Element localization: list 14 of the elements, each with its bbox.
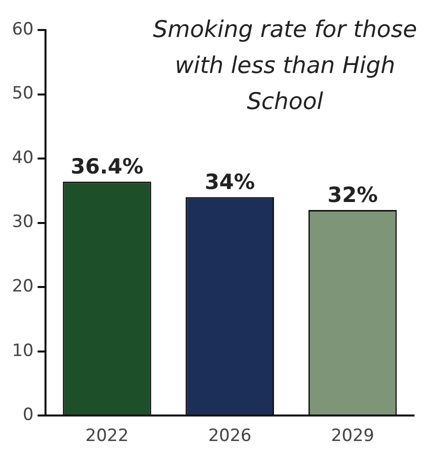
y-tick-label: 20 [12, 276, 34, 296]
x-tick-label: 2022 [85, 426, 129, 446]
y-tick-label: 50 [12, 84, 34, 104]
data-label: 36.4% [70, 154, 144, 179]
data-label: 34% [204, 170, 255, 194]
y-tick-label: 30 [12, 212, 34, 232]
y-tick-label: 10 [12, 340, 34, 361]
y-tick-label: 60 [12, 19, 34, 40]
y-tick-label: 40 [12, 148, 34, 168]
x-tick-label: 2026 [208, 426, 252, 446]
y-tick-label: 0 [22, 405, 34, 426]
x-tick-label: 2029 [330, 426, 374, 446]
data-label: 32% [327, 182, 378, 207]
text: Smoking rate for those with less than High School [152, 16, 418, 117]
